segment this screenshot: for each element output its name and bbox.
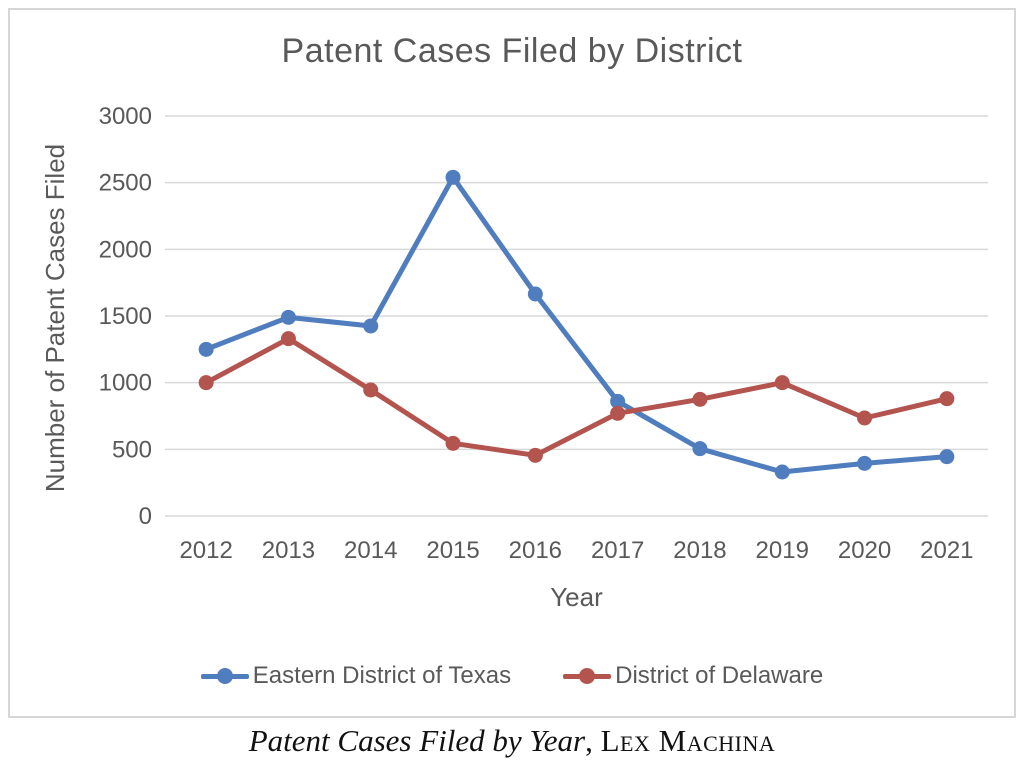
x-tick-label: 2017	[591, 537, 644, 564]
caption-separator: ,	[585, 723, 601, 758]
legend-marker-red-icon	[563, 668, 612, 684]
y-tick-label: 0	[139, 503, 152, 530]
y-tick-label: 2000	[99, 236, 152, 263]
data-point-eastern-district-of-texas-2012	[198, 341, 214, 357]
caption-title: Patent Cases Filed by Year	[248, 723, 586, 758]
series-line-district-of-delaware	[203, 336, 950, 458]
data-point-eastern-district-of-texas-2014	[363, 318, 379, 334]
x-tick-label: 2021	[920, 537, 973, 564]
caption-source: Lex Machina	[600, 723, 776, 758]
data-point-eastern-district-of-texas-2013	[280, 309, 296, 325]
chart-legend: Eastern District of Texas District of De…	[0, 662, 1024, 690]
legend-marker-blue-icon	[200, 668, 249, 684]
series-line-eastern-district-of-texas	[203, 174, 950, 475]
chart-area	[8, 8, 1016, 718]
data-point-eastern-district-of-texas-2018	[692, 441, 708, 457]
x-tick-label: 2016	[509, 537, 562, 564]
data-point-eastern-district-of-texas-2021	[939, 449, 955, 465]
y-tick-label: 500	[112, 436, 152, 463]
data-point-district-of-delaware-2012	[198, 375, 214, 391]
chart-title: Patent Cases Filed by District	[281, 32, 743, 70]
y-axis-title: Number of Patent Cases Filed	[40, 143, 70, 493]
data-point-district-of-delaware-2020	[857, 410, 873, 426]
data-point-eastern-district-of-texas-2020	[857, 455, 873, 471]
x-tick-label: 2020	[838, 537, 891, 564]
x-tick-label: 2013	[262, 537, 315, 564]
y-tick-label: 2500	[99, 170, 152, 197]
data-point-eastern-district-of-texas-2015	[445, 169, 461, 185]
legend-label-eastern-district-of-texas: Eastern District of Texas	[252, 662, 512, 689]
data-point-eastern-district-of-texas-2016	[527, 286, 543, 302]
y-tick-label: 3000	[99, 103, 152, 130]
data-point-district-of-delaware-2017	[610, 405, 626, 421]
data-point-district-of-delaware-2019	[774, 375, 790, 391]
y-tick-label: 1000	[99, 370, 152, 397]
x-tick-label: 2015	[426, 537, 479, 564]
x-axis-title: Year	[550, 582, 603, 612]
x-tick-label: 2018	[673, 537, 726, 564]
data-point-district-of-delaware-2015	[445, 435, 461, 451]
legend-item-district-of-delaware: District of Delaware	[563, 662, 823, 690]
x-tick-label: 2014	[344, 537, 397, 564]
data-point-district-of-delaware-2018	[692, 391, 708, 407]
data-point-district-of-delaware-2016	[527, 447, 543, 463]
data-point-district-of-delaware-2021	[939, 391, 955, 407]
data-point-district-of-delaware-2013	[280, 331, 296, 347]
data-point-eastern-district-of-texas-2017	[610, 393, 626, 409]
figure-caption: Patent Cases Filed by Year, Lex Machina	[0, 723, 1024, 759]
x-tick-label: 2019	[756, 537, 809, 564]
data-point-district-of-delaware-2014	[363, 382, 379, 398]
x-tick-label: 2012	[179, 537, 232, 564]
legend-label-district-of-delaware: District of Delaware	[615, 662, 824, 689]
y-tick-label: 1500	[99, 303, 152, 330]
data-point-eastern-district-of-texas-2019	[774, 464, 790, 480]
legend-item-eastern-district-of-texas: Eastern District of Texas	[200, 662, 512, 690]
